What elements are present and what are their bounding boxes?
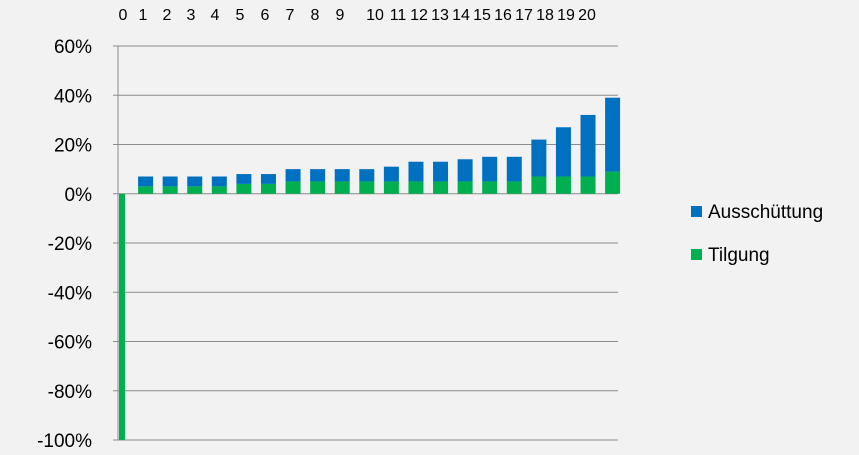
x-tick-label: 16 — [494, 7, 512, 24]
bar-ausschuettung — [408, 161, 424, 182]
x-tick-label: 11 — [390, 7, 407, 24]
bar-ausschuettung — [334, 169, 350, 182]
x-tick-label: 2 — [163, 7, 172, 24]
x-tick-label: 4 — [211, 7, 220, 24]
bar-tilgung — [162, 186, 178, 194]
bar-ausschuettung — [359, 169, 375, 182]
bar-ausschuettung — [555, 127, 571, 177]
bar-tilgung — [383, 181, 399, 194]
y-tick-label: -40% — [48, 283, 92, 304]
bar-tilgung — [236, 183, 252, 194]
bar-ausschuettung — [285, 169, 301, 182]
y-tick-label: -60% — [48, 333, 92, 354]
bar-tilgung — [605, 171, 621, 194]
y-tick-label: -20% — [48, 234, 92, 255]
legend-label-tilgung: Tilgung — [708, 245, 770, 266]
bar-ausschuettung — [260, 174, 276, 184]
y-tick-label: 40% — [54, 86, 92, 107]
bar-ausschuettung — [457, 159, 473, 182]
bar-ausschuettung — [433, 161, 449, 182]
x-tick-label: 6 — [261, 7, 270, 24]
bar-ausschuettung — [138, 176, 154, 187]
bar-ausschuettung — [482, 156, 498, 182]
bar-tilgung — [119, 193, 125, 440]
bar-tilgung — [187, 186, 203, 194]
x-tick-label: 13 — [431, 7, 449, 24]
bar-ausschuettung — [187, 176, 203, 187]
bar-ausschuettung — [605, 97, 621, 172]
bar-ausschuettung — [310, 169, 326, 182]
bar-tilgung — [260, 183, 276, 194]
x-tick-label: 7 — [286, 7, 295, 24]
x-tick-label: 3 — [187, 7, 196, 24]
x-tick-label: 14 — [452, 7, 470, 24]
bar-tilgung — [482, 181, 498, 194]
x-tick-label: 18 — [536, 7, 554, 24]
bar-tilgung — [285, 181, 301, 194]
x-tick-label: 10 — [366, 7, 384, 24]
bar-tilgung — [433, 181, 449, 194]
bar-tilgung — [211, 186, 227, 194]
bar-ausschuettung — [236, 174, 252, 184]
legend-swatch-tilgung — [691, 249, 702, 260]
legend-label-ausschuettung: Ausschüttung — [708, 202, 823, 223]
bar-ausschuettung — [162, 176, 178, 187]
x-tick-label: 0 — [119, 7, 128, 24]
bar-ausschuettung — [383, 166, 399, 182]
bar-tilgung — [334, 181, 350, 194]
x-tick-label: 20 — [578, 7, 596, 24]
bar-tilgung — [310, 181, 326, 194]
x-tick-label: 15 — [473, 7, 491, 24]
bar-ausschuettung — [211, 176, 227, 187]
bar-tilgung — [138, 186, 154, 194]
bar-ausschuettung — [580, 114, 596, 177]
y-tick-label: 20% — [54, 136, 92, 157]
y-tick-label: -100% — [37, 431, 92, 450]
bar-tilgung — [555, 176, 571, 194]
bar-tilgung — [506, 181, 522, 194]
x-tick-label: 17 — [515, 7, 533, 24]
x-tick-label: 12 — [410, 7, 428, 24]
bar-tilgung — [408, 181, 424, 194]
legend-swatch-ausschuettung — [691, 206, 702, 217]
bar-tilgung — [457, 181, 473, 194]
x-tick-label: 9 — [336, 7, 345, 24]
x-tick-label: 19 — [557, 7, 575, 24]
bar-tilgung — [531, 176, 547, 194]
bar-tilgung — [580, 176, 596, 194]
bar-ausschuettung — [531, 139, 547, 177]
bar-ausschuettung — [506, 156, 522, 182]
x-tick-label: 8 — [311, 7, 320, 24]
bar-tilgung — [359, 181, 375, 194]
y-tick-label: -80% — [48, 382, 92, 403]
x-tick-label: 5 — [236, 7, 245, 24]
y-tick-label: 0% — [65, 185, 93, 206]
y-tick-label: 60% — [54, 37, 92, 58]
x-tick-label: 1 — [139, 7, 148, 24]
